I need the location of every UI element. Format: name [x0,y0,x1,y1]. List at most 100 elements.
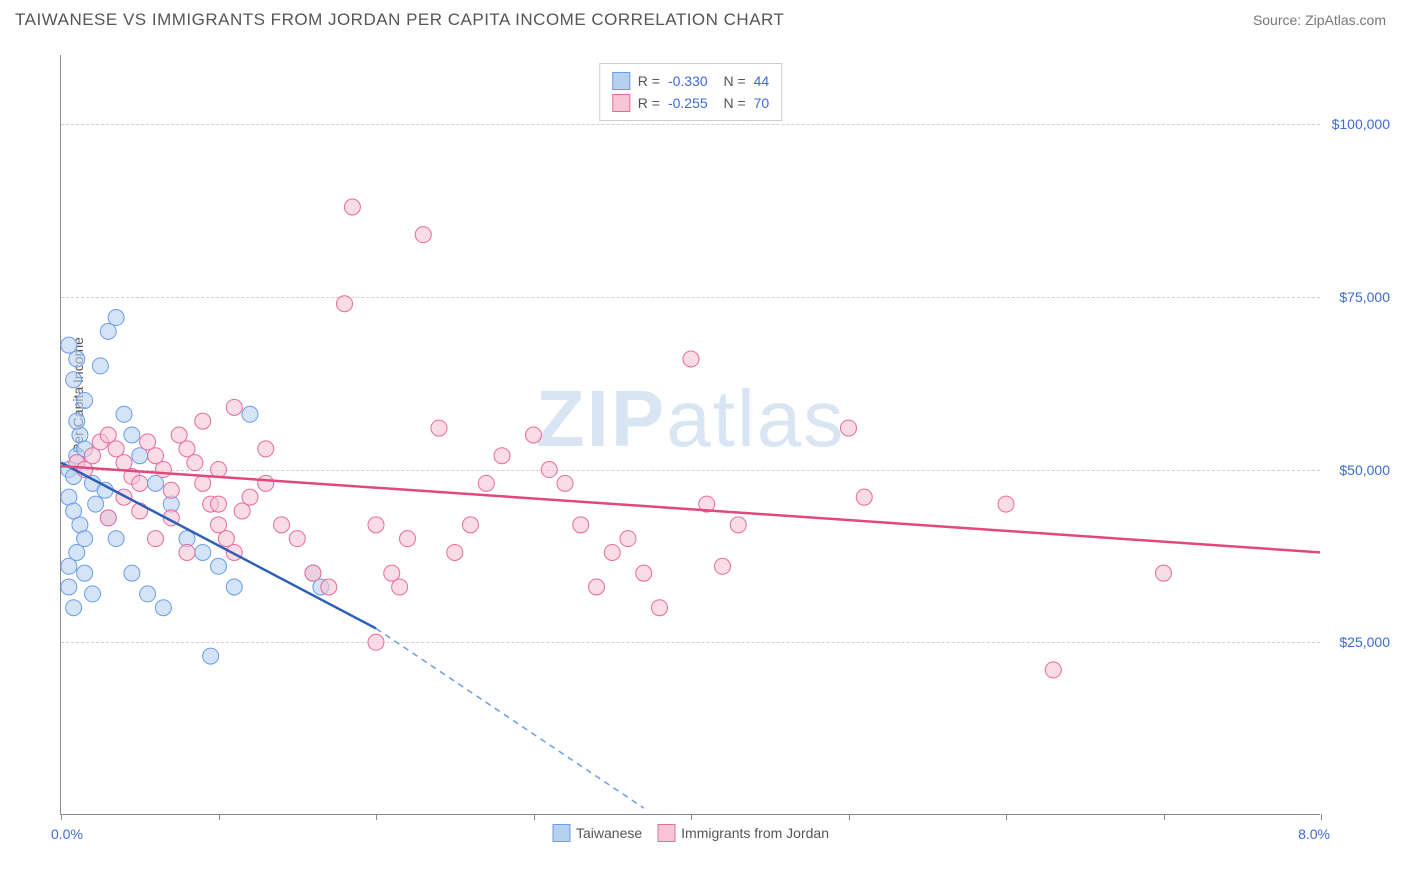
legend-stats-box: R = -0.330 N = 44 R = -0.255 N = 70 [599,63,782,121]
plot-area: ZIPatlas R = -0.330 N = 44 R = -0.255 N … [60,55,1320,815]
x-tick [376,814,377,820]
chart-title: TAIWANESE VS IMMIGRANTS FROM JORDAN PER … [15,10,784,30]
scatter-point [155,462,171,478]
scatter-point [140,586,156,602]
scatter-point [652,600,668,616]
scatter-point [1045,662,1061,678]
scatter-point [148,475,164,491]
scatter-point [179,441,195,457]
scatter-point [557,475,573,491]
x-tick [534,814,535,820]
x-tick [61,814,62,820]
legend-stats-row-2: R = -0.255 N = 70 [612,92,769,114]
scatter-point [841,420,857,436]
scatter-point [305,565,321,581]
scatter-point [124,427,140,443]
scatter-point [998,496,1014,512]
scatter-point [447,544,463,560]
legend-item-jordan: Immigrants from Jordan [657,824,829,842]
scatter-point [124,565,140,581]
scatter-point [69,351,85,367]
scatter-point [77,392,93,408]
scatter-point [274,517,290,533]
scatter-point [69,413,85,429]
legend-series: Taiwanese Immigrants from Jordan [552,824,829,842]
scatter-point [100,323,116,339]
x-axis-min-label: 0.0% [51,826,83,842]
scatter-point [289,531,305,547]
plot-svg [61,55,1320,814]
scatter-point [108,310,124,326]
scatter-point [683,351,699,367]
scatter-point [368,517,384,533]
scatter-point [195,544,211,560]
scatter-point [61,558,77,574]
scatter-point [226,399,242,415]
scatter-point [77,531,93,547]
scatter-point [463,517,479,533]
scatter-point [258,441,274,457]
x-tick [691,814,692,820]
scatter-point [541,462,557,478]
scatter-point [148,531,164,547]
scatter-point [1156,565,1172,581]
source-attribution: Source: ZipAtlas.com [1253,12,1386,28]
scatter-point [66,600,82,616]
legend-swatch-blue [612,72,630,90]
scatter-point [108,441,124,457]
scatter-point [604,544,620,560]
scatter-point [573,517,589,533]
scatter-point [140,434,156,450]
trend-line-extrapolated [376,628,644,808]
scatter-point [415,227,431,243]
scatter-point [400,531,416,547]
scatter-point [155,600,171,616]
scatter-point [100,510,116,526]
y-tick-label: $75,000 [1339,289,1390,305]
scatter-point [242,406,258,422]
legend-stats-row-1: R = -0.330 N = 44 [612,70,769,92]
scatter-point [478,475,494,491]
scatter-point [69,544,85,560]
scatter-point [258,475,274,491]
scatter-point [116,455,132,471]
scatter-point [384,565,400,581]
scatter-point [589,579,605,595]
scatter-point [85,448,101,464]
y-tick-label: $25,000 [1339,634,1390,650]
x-tick [1164,814,1165,820]
scatter-point [108,531,124,547]
scatter-point [187,455,203,471]
scatter-point [368,634,384,650]
scatter-point [195,475,211,491]
scatter-point [132,448,148,464]
scatter-point [61,579,77,595]
scatter-point [211,517,227,533]
scatter-point [171,427,187,443]
x-tick [1321,814,1322,820]
scatter-point [730,517,746,533]
scatter-point [148,448,164,464]
x-tick [849,814,850,820]
y-tick-label: $100,000 [1332,116,1390,132]
legend-swatch-jordan [657,824,675,842]
scatter-point [337,296,353,312]
scatter-point [218,531,234,547]
scatter-point [431,420,447,436]
scatter-point [88,496,104,512]
x-tick [219,814,220,820]
scatter-point [92,358,108,374]
scatter-point [195,413,211,429]
scatter-point [636,565,652,581]
scatter-point [85,586,101,602]
trend-line [61,463,376,629]
scatter-point [321,579,337,595]
scatter-point [856,489,872,505]
x-axis-max-label: 8.0% [1298,826,1330,842]
scatter-point [116,406,132,422]
scatter-point [344,199,360,215]
scatter-point [494,448,510,464]
scatter-point [203,648,219,664]
scatter-point [226,579,242,595]
chart-header: TAIWANESE VS IMMIGRANTS FROM JORDAN PER … [0,0,1406,35]
